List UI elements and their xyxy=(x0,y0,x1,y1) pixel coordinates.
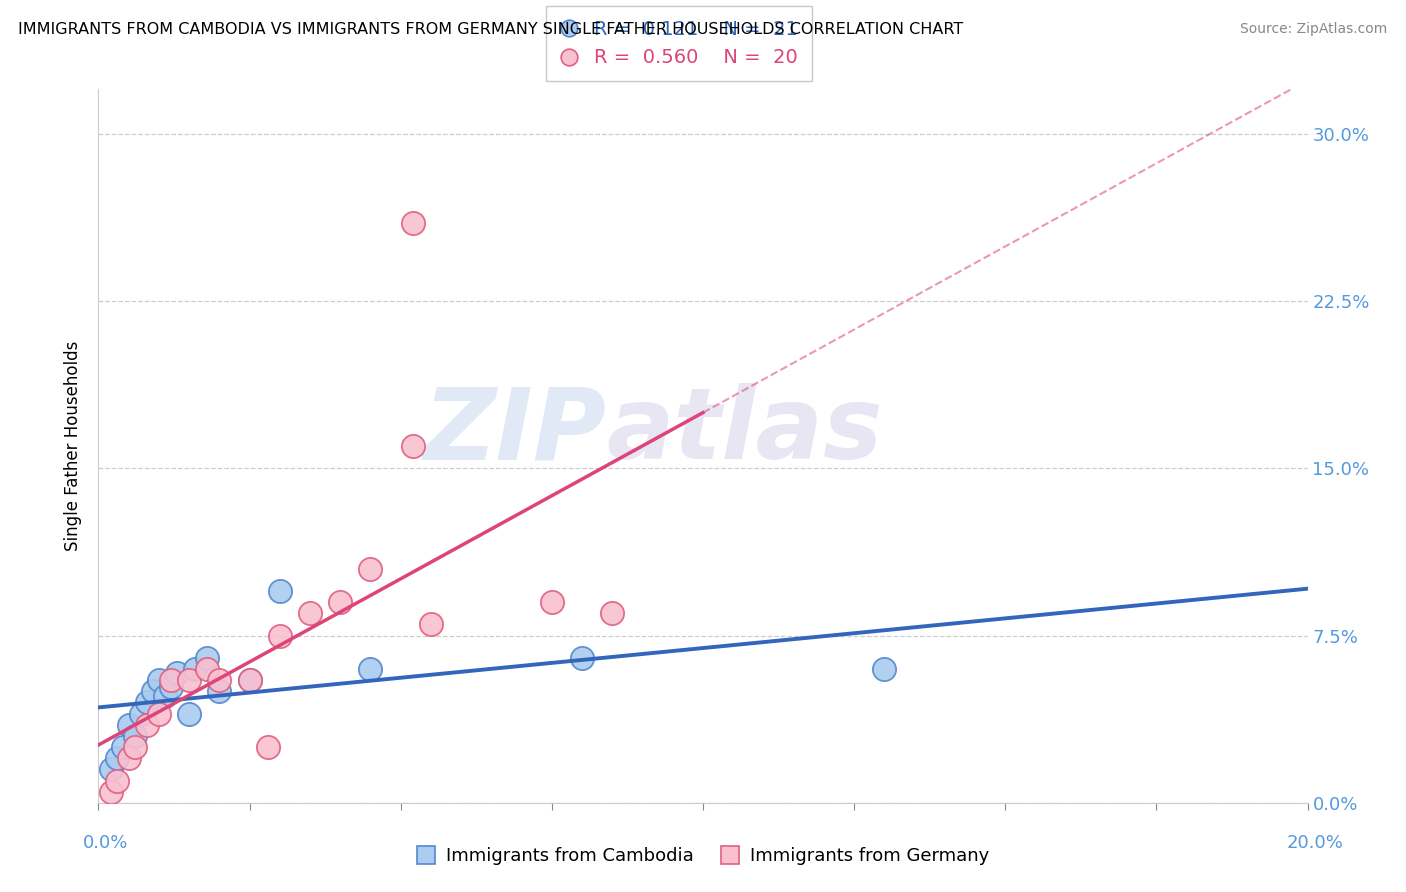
Legend: Immigrants from Cambodia, Immigrants from Germany: Immigrants from Cambodia, Immigrants fro… xyxy=(409,840,997,872)
Point xyxy=(420,617,443,632)
Text: atlas: atlas xyxy=(606,384,883,480)
Point xyxy=(135,717,157,731)
Point xyxy=(142,684,165,698)
Point xyxy=(239,673,262,687)
Point xyxy=(179,706,201,721)
Point xyxy=(166,666,188,681)
Point xyxy=(105,751,128,765)
Point xyxy=(184,662,207,676)
Y-axis label: Single Father Households: Single Father Households xyxy=(65,341,83,551)
Point xyxy=(111,740,134,755)
Point xyxy=(118,717,141,731)
Point xyxy=(124,729,146,743)
Point xyxy=(148,673,170,687)
Text: 0.0%: 0.0% xyxy=(83,834,128,852)
Point xyxy=(571,651,593,665)
Point xyxy=(402,439,425,453)
Point xyxy=(602,607,624,621)
Point xyxy=(135,696,157,710)
Point xyxy=(100,762,122,776)
Point xyxy=(100,785,122,799)
Point xyxy=(269,628,291,642)
Point xyxy=(105,773,128,788)
Point xyxy=(195,662,218,676)
Point xyxy=(299,607,322,621)
Point xyxy=(148,706,170,721)
Point xyxy=(208,673,231,687)
Point xyxy=(179,673,201,687)
Text: Source: ZipAtlas.com: Source: ZipAtlas.com xyxy=(1240,22,1388,37)
Point xyxy=(256,740,278,755)
Point xyxy=(124,740,146,755)
Point xyxy=(129,706,152,721)
Point xyxy=(195,651,218,665)
Text: 20.0%: 20.0% xyxy=(1286,834,1343,852)
Point xyxy=(269,583,291,598)
Point xyxy=(329,595,352,609)
Point xyxy=(118,751,141,765)
Text: IMMIGRANTS FROM CAMBODIA VS IMMIGRANTS FROM GERMANY SINGLE FATHER HOUSEHOLDS COR: IMMIGRANTS FROM CAMBODIA VS IMMIGRANTS F… xyxy=(18,22,963,37)
Point xyxy=(239,673,262,687)
Point xyxy=(873,662,896,676)
Point xyxy=(160,680,183,694)
Point xyxy=(160,673,183,687)
Point xyxy=(360,662,382,676)
Point xyxy=(153,689,176,703)
Point xyxy=(402,216,425,230)
Point xyxy=(208,684,231,698)
Text: ZIP: ZIP xyxy=(423,384,606,480)
Point xyxy=(360,562,382,576)
Point xyxy=(540,595,562,609)
